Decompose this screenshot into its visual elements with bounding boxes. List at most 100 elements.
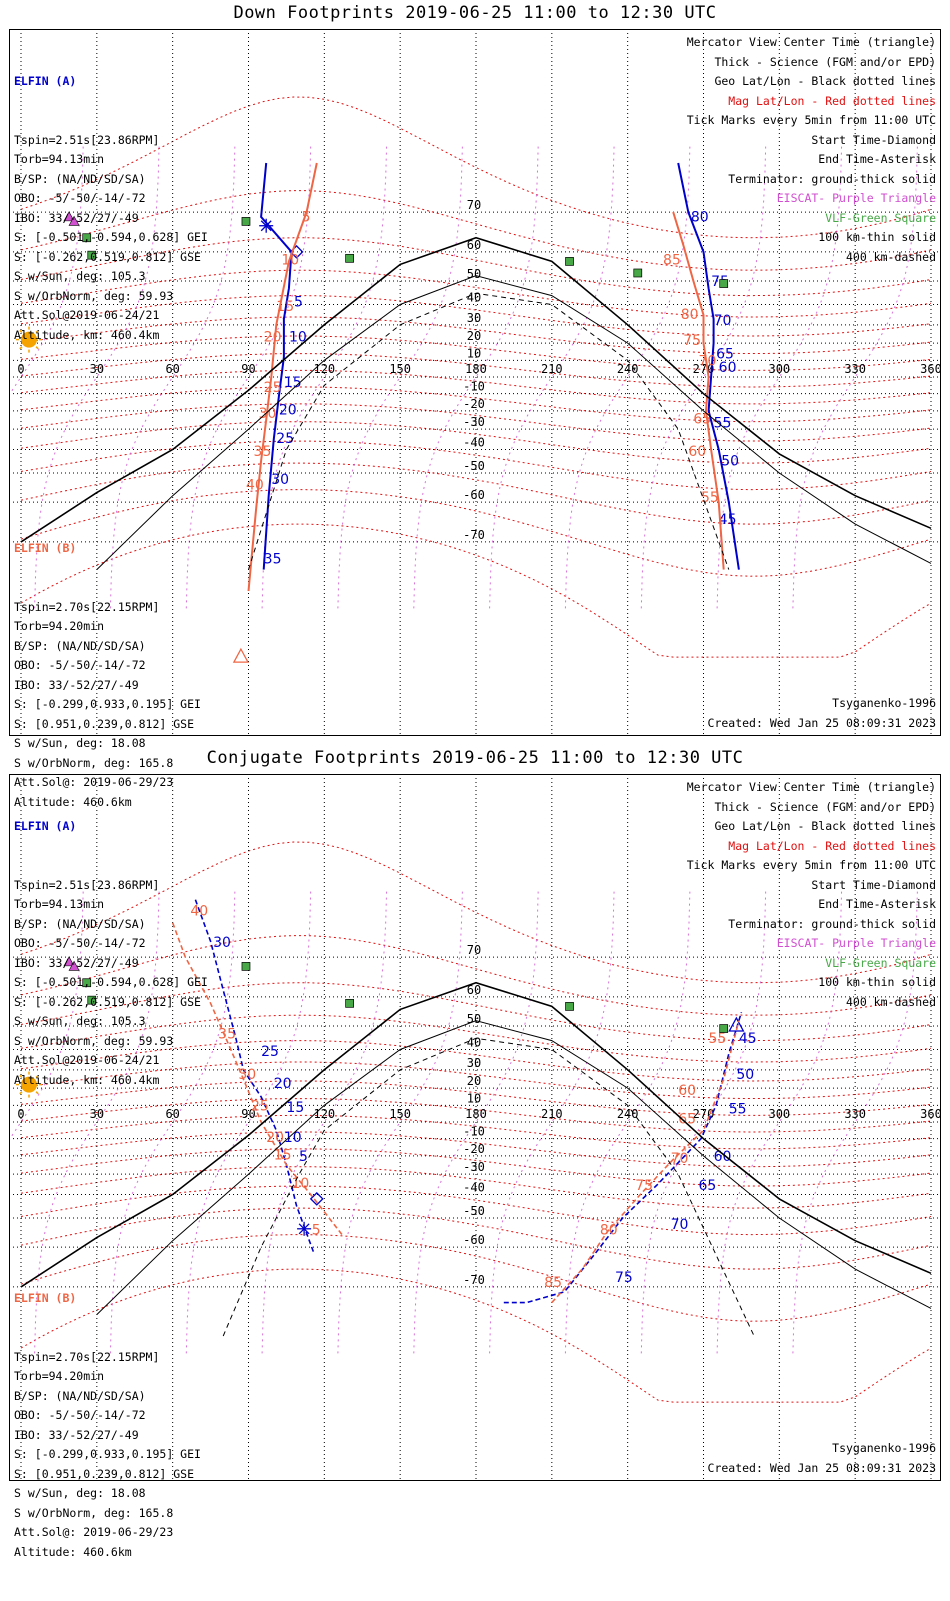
track-tick-label: 65 [716, 347, 734, 363]
mag-lon-line [792, 145, 918, 609]
legend-entry: Terminator: ground-thick solid [728, 916, 936, 931]
info-line: Torb=94.13min [14, 897, 105, 911]
track-tick-label: 35 [254, 444, 272, 460]
info-line: Altitude, km: 460.4km [14, 327, 160, 342]
geo-grid [9, 29, 941, 736]
y-tick-label: -30 [463, 1160, 485, 1174]
legend-entry: Start Time-Diamond [811, 132, 936, 147]
track-tick-label: 30 [259, 406, 277, 422]
elfin-b-track [551, 1020, 740, 1304]
info-line: IBO: 33/-52/27/-49 [14, 1427, 139, 1442]
y-tick-label: 20 [467, 329, 481, 343]
map-frame [9, 774, 941, 1481]
track-tick-label: 20 [266, 1130, 284, 1146]
y-tick-label: 20 [467, 1074, 481, 1088]
info-line: S w/OrbNorm, deg: 59.93 [14, 288, 174, 303]
markers [16, 211, 729, 353]
track-tick-label: 85 [544, 1275, 562, 1291]
series: 5101520253045505560657075510152025303540… [20, 899, 932, 1337]
mag-lon-line [489, 890, 615, 1354]
elfin-b-track [171, 922, 343, 1236]
track-tick-label: 55 [714, 415, 732, 431]
elfin-b-header: ELFIN (B) [14, 541, 77, 555]
track-tick-label: 80 [691, 209, 709, 225]
vlf-station-square [565, 1002, 574, 1011]
x-tick-label: 60 [165, 1107, 179, 1121]
track-tick-label: 55 [709, 1031, 727, 1047]
y-tick-label: 70 [467, 198, 481, 212]
track-tick-label: 15 [274, 1147, 292, 1163]
mag-lon-line [9, 890, 84, 1142]
eiscat-triangle [68, 960, 80, 971]
track-tick-label: 60 [719, 360, 737, 376]
conjugate-footprints-map: 0 30 60 90 120 150 180 210 240 270 300 330 360706050… [9, 774, 941, 1481]
track-tick-label: 5 [312, 1223, 321, 1239]
track-tick-label: 20 [264, 329, 282, 345]
vlf-station-square [345, 253, 354, 263]
x-tick-label: 360 [920, 362, 941, 376]
panel-title: Down Footprints 2019-06-25 11:00 to 12:3… [233, 3, 717, 23]
track-tick-label: 25 [276, 431, 294, 447]
x-tick-label: 330 [844, 1107, 866, 1121]
track-tick-label: 50 [736, 1067, 754, 1083]
x-tick-label: 60 [165, 362, 179, 376]
legend-entry: Start Time-Diamond [811, 877, 936, 892]
down-footprints-map: 0 30 60 90 120 150 180 210 240 270 300 330 360706050… [9, 29, 941, 736]
elfin-b-header: ELFIN (B) [14, 1291, 77, 1305]
end-asterisk [259, 218, 274, 233]
track-tick-label: 70 [698, 353, 716, 369]
info-line: S w/Sun, deg: 105.3 [14, 269, 146, 283]
track-tick-label: 10 [284, 1130, 302, 1146]
mag-lat-line [20, 335, 932, 371]
info-line: B/SP: (NA/ND/SD/SA) [14, 638, 146, 653]
track-tick-label: 75 [635, 1178, 653, 1194]
legend-entry: EISCAT- Purple Triangle [776, 936, 936, 950]
legend-entry: Geo Lat/Lon - Black dotted lines [714, 819, 936, 833]
geo-grid [9, 774, 941, 1481]
track-tick-label: 35 [264, 551, 282, 567]
mag-lon-line [564, 890, 691, 1354]
track-tick-label: 85 [663, 252, 681, 268]
legend-entry: Tick Marks every 5min from 11:00 UTC [686, 113, 936, 127]
vlf-station-square [633, 268, 643, 278]
terminator-ground [20, 236, 932, 543]
y-tick-label: -60 [463, 1233, 485, 1247]
info-line: Torb=94.13min [14, 152, 105, 166]
track-tick-label: 60 [678, 1083, 696, 1099]
info-line: S w/Sun, deg: 18.08 [14, 736, 146, 750]
info-line: OBO: -5/-50/-14/-72 [14, 191, 146, 205]
asterisk-stroke [260, 220, 272, 232]
y-tick-label: -50 [463, 459, 485, 473]
x-tick-label: 300 [768, 1107, 790, 1121]
mag-lat-line [20, 982, 932, 1042]
info-line: B/SP: (NA/ND/SD/SA) [14, 916, 146, 931]
elfin-a-track [194, 899, 315, 1255]
track-tick-label: 65 [693, 412, 711, 428]
track-tick-label: 70 [671, 1217, 689, 1233]
info-line: S: [-0.299,0.933,0.195] GEI [14, 1447, 201, 1461]
sun-ray [19, 329, 23, 334]
x-tick-label: 210 [541, 362, 563, 376]
info-line: Tspin=2.51s[23.86RPM] [14, 132, 160, 147]
mag-lat-line [20, 489, 932, 577]
terminator-ground [20, 981, 932, 1288]
axis-labels: 0 30 60 90 120 150 180 210 240 270 300 330 360706050… [17, 943, 941, 1287]
info-line: Torb=94.20min [14, 619, 105, 633]
y-tick-label: 30 [467, 1056, 481, 1070]
legend-entry: Mercator View Center Time (triangle) [686, 780, 936, 794]
info-line: OBO: -5/-50/-14/-72 [14, 658, 146, 672]
track-tick-label: 60 [688, 444, 706, 460]
legend-entry: Mercator View Center Time (triangle) [686, 35, 936, 49]
center-triangle [728, 1016, 745, 1032]
y-tick-label: 60 [467, 238, 481, 252]
track-tick-label: 30 [213, 935, 231, 951]
x-tick-label: 240 [617, 362, 639, 376]
info-line: S: [-0.262,0.519,0.812] GSE [14, 994, 201, 1009]
mag-lon-line [716, 145, 843, 609]
x-tick-label: 90 [241, 1107, 255, 1121]
mag-lat-line [20, 1207, 932, 1270]
sun-ray [19, 1074, 23, 1079]
y-tick-label: -20 [463, 397, 485, 411]
down-footprints-panel: Down Footprints 2019-06-25 11:00 to 12:3… [0, 0, 950, 809]
mag-lon-line [34, 145, 160, 609]
